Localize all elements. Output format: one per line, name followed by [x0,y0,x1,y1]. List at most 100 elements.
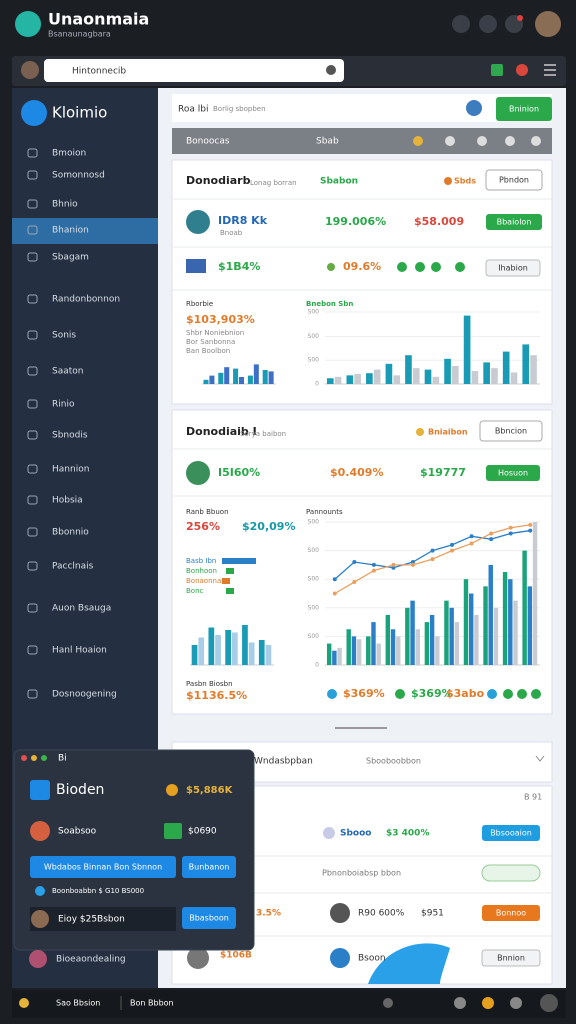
button[interactable] [481,949,541,967]
nav-item[interactable]: Hobsia [52,496,83,506]
avatar[interactable] [466,100,482,116]
nav-item[interactable]: Bhanion [52,226,89,236]
avatar [187,947,209,969]
button[interactable] [482,905,540,921]
button[interactable] [485,169,543,191]
line-point [332,591,337,596]
chart-note: Bor Sanbonna [186,338,235,346]
bar [326,643,332,665]
button[interactable] [182,856,236,878]
search-input[interactable] [44,59,344,82]
bar [452,366,459,384]
bar [463,315,471,384]
button[interactable] [486,465,540,481]
row-value: Bsoon [358,954,386,964]
nav-item[interactable]: Bmoion [52,149,86,159]
bar [371,622,376,665]
button[interactable] [479,420,543,442]
icon[interactable] [445,136,455,146]
bar [405,607,410,665]
avatar [186,461,210,485]
window-dot[interactable] [21,755,27,761]
chart-note: Shbr Noniebnion [186,329,244,337]
bar [253,364,259,384]
icon[interactable] [531,136,541,146]
nav-item[interactable]: Sbnodis [52,431,88,441]
nav-item[interactable]: Bhnio [52,200,78,210]
nav-icon [27,464,38,474]
button-label: Hosuon [498,469,528,478]
icon[interactable] [383,998,393,1008]
icon[interactable] [452,15,470,33]
bar [454,622,460,665]
icon[interactable] [413,136,423,146]
icon[interactable] [326,65,336,75]
bar [366,373,373,384]
bar [232,632,238,665]
nav-item[interactable]: Auon Bsauga [52,604,111,614]
window-dot[interactable] [31,755,37,761]
nav-icon [27,561,38,571]
icon[interactable] [510,997,522,1009]
icon[interactable] [477,136,487,146]
bar [346,629,351,665]
nav-item[interactable]: Randonbonnon [52,295,120,305]
button[interactable] [482,825,540,841]
bar [488,564,493,665]
nav-item[interactable]: Sbagam [52,253,89,263]
avatar[interactable] [21,61,39,79]
menu-icon[interactable] [544,64,556,76]
button[interactable] [496,97,552,121]
nav-item[interactable]: Sonis [52,331,76,341]
icon[interactable] [516,64,528,76]
row-value: Sbooo [340,829,371,839]
line-point [371,562,376,567]
nav-item[interactable]: Pacclnais [52,562,94,572]
icon[interactable] [479,15,497,33]
bar [239,377,245,384]
row-value: R90 600% [358,909,405,919]
chevron[interactable] [535,755,545,762]
button[interactable] [485,259,541,277]
nav-item[interactable]: Bioeaondealing [56,955,126,965]
line-point [371,568,376,573]
flag-icon [186,259,206,273]
button[interactable] [486,214,542,230]
bar [334,376,342,384]
button[interactable] [30,856,176,878]
icon[interactable] [454,997,466,1009]
nav-item[interactable]: Saaton [52,367,83,377]
icon [503,689,513,699]
line-point [489,537,494,542]
icon[interactable] [482,997,494,1009]
nav-icon [27,689,38,699]
icon[interactable] [19,998,29,1008]
bar [483,362,490,384]
logo [15,11,41,37]
button[interactable] [182,907,236,929]
toggle[interactable] [481,864,541,882]
nav-item[interactable]: Somonnosd [52,171,105,181]
bottom-label: Bon Bbbon [130,999,174,1008]
nav-item[interactable]: Hanl Hoaion [52,646,107,656]
badge: Sbds [454,177,476,186]
icon[interactable] [491,64,503,76]
nav-item[interactable]: Hannion [52,465,89,475]
y-tick-label: S00 [308,633,320,640]
toolbar-label: Bonoocas [186,137,230,147]
tag: B 91 [524,793,542,802]
icon [397,262,407,272]
nav-item[interactable]: Rinio [52,400,75,410]
icon [531,689,541,699]
avatar [186,210,210,234]
chart-note: Ban Boolbon [186,347,230,355]
avatar[interactable] [535,11,561,37]
icon[interactable] [505,136,515,146]
icon [164,823,182,839]
bar [332,650,337,665]
avatar[interactable] [540,994,558,1012]
nav-item[interactable]: Bbonnio [52,528,89,538]
window-dot[interactable] [41,755,47,761]
nav-item[interactable]: Dosnoogening [52,690,117,700]
bar [424,622,430,665]
